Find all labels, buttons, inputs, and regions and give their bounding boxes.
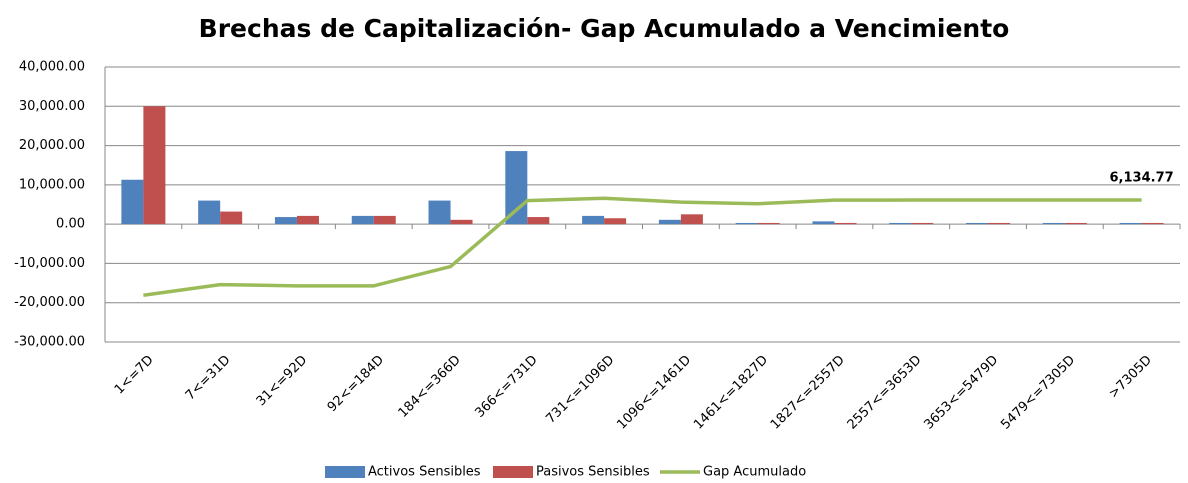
bar: [604, 218, 627, 225]
bar: [351, 215, 374, 225]
bar: [889, 222, 912, 225]
y-tick-label: 10,000.00: [19, 177, 85, 192]
x-tick-label: 2557<=3653D: [845, 353, 925, 433]
x-tick-label: 731<=1096D: [543, 353, 617, 427]
chart-title: Brechas de Capitalización- Gap Acumulado…: [199, 14, 1010, 43]
y-tick-label: 0.00: [56, 217, 85, 232]
bar: [911, 222, 934, 225]
legend-swatch: [493, 466, 533, 478]
x-tick-label: 1461<=1827D: [691, 353, 771, 433]
bar: [143, 106, 166, 225]
bar: [373, 215, 396, 225]
bar: [296, 215, 319, 225]
bar: [680, 214, 703, 225]
legend-label: Gap Acumulado: [703, 465, 806, 480]
bar: [220, 211, 243, 225]
x-tick-label: 366<=731D: [472, 353, 540, 421]
bar: [274, 217, 297, 225]
line: [143, 196, 1142, 297]
bar: [757, 222, 780, 225]
x-tick-label: 5479<=7305D: [998, 353, 1078, 433]
bar: [121, 179, 144, 225]
x-tick-label: 1827<=2557D: [768, 353, 848, 433]
x-tick-label: 7<=31D: [183, 353, 234, 404]
x-tick-label: >7305D: [1106, 353, 1155, 402]
legend-label: Pasivos Sensibles: [536, 465, 650, 480]
x-tick-label: 92<=184D: [325, 353, 387, 415]
bar: [582, 215, 605, 225]
bar: [1119, 222, 1142, 225]
y-tick-label: 30,000.00: [19, 99, 85, 114]
bar: [735, 222, 758, 225]
bar: [988, 222, 1011, 225]
data-label: 6,134.77: [1110, 171, 1174, 186]
bar: [658, 219, 681, 225]
bar: [812, 221, 835, 225]
y-tick-label: -30,000.00: [14, 335, 85, 350]
bar: [966, 222, 989, 225]
bar: [450, 219, 473, 225]
bar: [198, 200, 221, 225]
bar: [1064, 222, 1087, 225]
bar: [527, 217, 550, 225]
x-tick-label: 1096<=1461D: [614, 353, 694, 433]
legend-swatch: [325, 466, 365, 478]
x-tick-label: 1<=7D: [112, 353, 157, 398]
y-tick-label: -10,000.00: [14, 256, 85, 271]
y-tick-label: -20,000.00: [14, 295, 85, 310]
y-tick-label: 40,000.00: [19, 60, 85, 75]
bar: [428, 200, 451, 225]
bar: [834, 222, 857, 225]
bar: [1042, 222, 1065, 225]
bar: [1141, 222, 1164, 225]
y-tick-label: 20,000.00: [19, 138, 85, 153]
legend-label: Activos Sensibles: [368, 465, 481, 480]
x-tick-label: 3653<=5479D: [921, 353, 1001, 433]
x-tick-label: 184<=366D: [396, 353, 464, 421]
x-tick-label: 31<=92D: [254, 353, 310, 409]
bar: [505, 151, 528, 225]
